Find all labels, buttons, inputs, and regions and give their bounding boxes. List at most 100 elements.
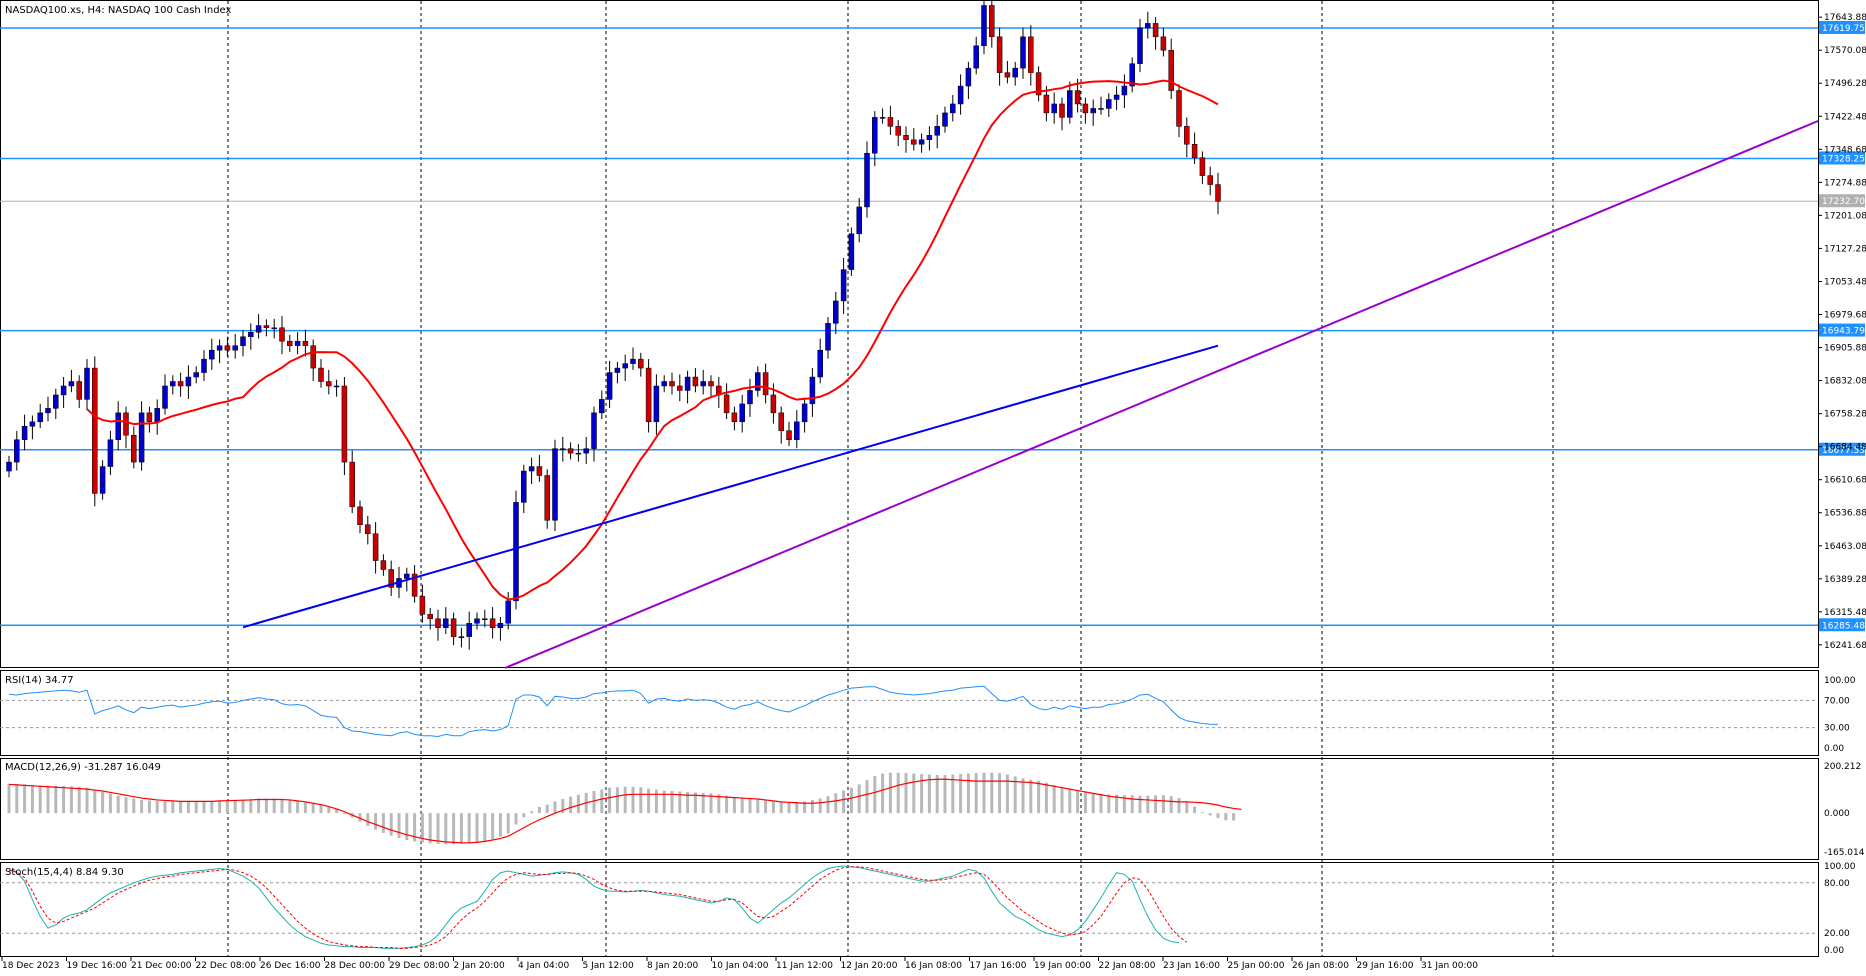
macd-histogram-bar — [1224, 813, 1228, 821]
trendline-group[interactable] — [504, 120, 1819, 669]
bull-candle — [45, 408, 51, 414]
macd-histogram-bar — [171, 801, 175, 814]
bull-candle — [833, 300, 839, 324]
macd-histogram-bar — [15, 783, 19, 814]
macd-histogram-bar — [943, 774, 947, 814]
macd-histogram-bar — [530, 811, 534, 814]
macd-histogram-bar — [569, 796, 573, 814]
macd-histogram-bar — [1044, 782, 1048, 814]
time-tick-label: 8 Jan 20:00 — [647, 961, 699, 971]
bear-candle — [911, 139, 917, 145]
macd-histogram-bar — [210, 800, 214, 814]
bull-candle — [809, 376, 816, 405]
bear-candle — [263, 325, 270, 329]
bull-candle — [926, 135, 933, 141]
macd-histogram-bar — [452, 813, 456, 845]
macd-histogram-bar — [116, 795, 120, 814]
bull-candle — [60, 385, 67, 396]
price-tick-label: 17053.48 — [1824, 277, 1866, 287]
macd-histogram-bar — [982, 772, 986, 814]
macd-histogram-bar — [545, 804, 549, 814]
macd-histogram-bar — [155, 800, 159, 814]
macd-histogram-bar — [631, 786, 635, 814]
rsi-tick-label: 30.00 — [1824, 724, 1850, 734]
macd-histogram-bar — [787, 802, 791, 814]
macd-histogram-bar — [1083, 791, 1087, 814]
macd-histogram-bar — [467, 813, 471, 844]
macd-histogram-bar — [498, 813, 502, 837]
macd-histogram-bar — [1091, 792, 1095, 814]
macd-histogram-bar — [483, 813, 487, 841]
macd-histogram-bar — [436, 813, 440, 844]
macd-histogram-bar — [1013, 776, 1017, 814]
bear-candle — [279, 327, 285, 342]
macd-histogram-bar — [374, 813, 378, 830]
macd-histogram-bar — [179, 801, 183, 814]
bull-candle — [614, 367, 621, 373]
bull-candle — [115, 412, 121, 440]
bull-candle — [739, 403, 745, 423]
macd-histogram-bar — [748, 798, 752, 814]
macd-histogram-bar — [920, 774, 924, 814]
bear-candle — [1059, 103, 1065, 118]
bull-candle — [1113, 94, 1120, 100]
macd-histogram-bar — [764, 799, 768, 814]
macd-histogram-bar — [553, 801, 557, 814]
bear-candle — [357, 506, 363, 526]
macd-histogram-bar — [1232, 813, 1236, 821]
uptrend-line[interactable] — [504, 120, 1819, 669]
bull-candle — [240, 336, 246, 346]
macd-histogram-bar — [491, 813, 495, 840]
bull-candle — [1067, 90, 1073, 118]
symbol-label: NASDAQ100.xs, H4: NASDAQ 100 Cash Index — [5, 5, 232, 16]
macd-histogram-bar — [46, 785, 50, 814]
price-tick-label: 17496.28 — [1824, 79, 1866, 89]
price-tick-label: 16315.48 — [1824, 608, 1866, 618]
bull-candle — [848, 233, 855, 270]
macd-histogram-bar — [1169, 796, 1173, 814]
bear-candle — [1152, 23, 1159, 38]
bear-candle — [708, 381, 714, 387]
macd-histogram-bar — [319, 804, 323, 814]
macd-histogram-bar — [756, 799, 760, 814]
bull-candle — [981, 5, 987, 47]
bull-candle — [216, 345, 223, 351]
bear-candle — [450, 618, 457, 637]
macd-tick-label: 0.000 — [1824, 809, 1850, 819]
horizontal-levels[interactable]: 17619.75 17328.25 16943.79 16677.53 16285.48… — [0, 20, 1865, 632]
bull-candle — [575, 452, 582, 455]
bull-candle — [443, 618, 449, 628]
macd-histogram-bar — [1021, 778, 1025, 814]
macd-histogram-bar — [389, 813, 393, 836]
bull-candle — [1106, 99, 1112, 109]
bull-candle — [294, 340, 301, 346]
time-tick-label: 26 Jan 08:00 — [1292, 961, 1349, 971]
bull-candle — [864, 152, 870, 208]
stoch-tick-label: 20.00 — [1824, 929, 1850, 939]
macd-histogram-bar — [444, 813, 448, 845]
bull-candle — [107, 439, 114, 467]
macd-histogram-bar — [1115, 794, 1119, 814]
price-tick-label: 17274.88 — [1824, 178, 1866, 188]
bull-candle — [84, 367, 90, 400]
bull-candle — [255, 325, 262, 333]
rsi-label: RSI(14) 34.77 — [5, 675, 74, 686]
bear-candle — [536, 466, 543, 476]
macd-histogram-bar — [459, 813, 463, 844]
bull-candle — [934, 126, 940, 136]
time-tick-label: 31 Jan 00:00 — [1421, 961, 1478, 971]
bear-candle — [92, 367, 98, 494]
price-tick-label: 17201.08 — [1824, 211, 1866, 221]
rsi-tick-label: 100.00 — [1824, 676, 1856, 686]
time-tick-label: 4 Jan 04:00 — [518, 961, 570, 971]
rsi-tick-label: 0.00 — [1824, 744, 1844, 754]
macd-label: MACD(12,26,9) -31.287 16.049 — [5, 762, 161, 773]
bear-candle — [302, 340, 309, 346]
bull-candle — [458, 636, 465, 638]
macd-histogram-bar — [686, 791, 690, 814]
bear-candle — [692, 376, 699, 387]
bull-candle — [513, 502, 519, 602]
macd-histogram-bar — [881, 773, 885, 814]
bear-candle — [177, 381, 184, 387]
